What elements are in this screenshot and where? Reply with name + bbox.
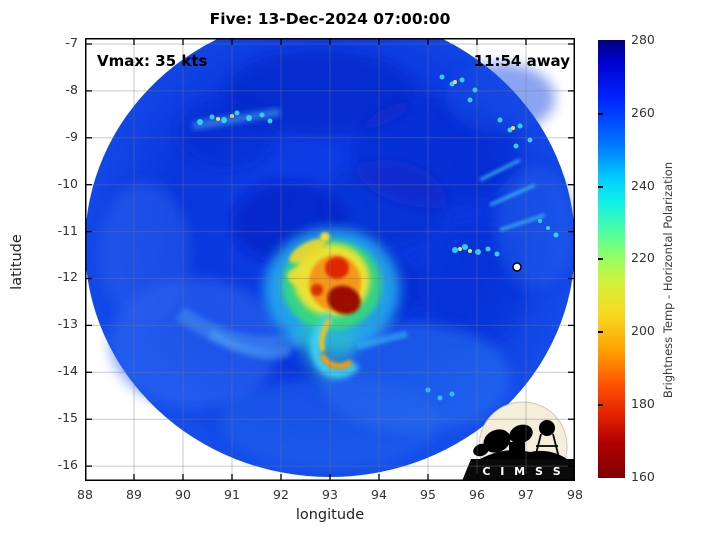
x-tick-98: 98	[567, 487, 583, 502]
colorbar-tick-mark	[598, 113, 603, 115]
cbar-tick-280: 280	[631, 32, 655, 47]
y-tick--15: -15	[57, 410, 78, 425]
y-tick--13: -13	[57, 316, 78, 331]
cimss-logo: C I M S S	[462, 401, 575, 481]
page-title: Five: 13-Dec-2024 07:00:00	[209, 10, 451, 28]
y-tick--16: -16	[57, 457, 78, 472]
speckle-cluster-east	[452, 244, 500, 257]
x-tick-90: 90	[175, 487, 191, 502]
cbar-tick-240: 240	[631, 178, 655, 193]
x-tick-88: 88	[77, 487, 93, 502]
speckles-northeast	[439, 74, 533, 149]
y-tick--14: -14	[57, 363, 78, 378]
y-tick--11: -11	[57, 223, 78, 238]
southwest-rain-band	[175, 306, 303, 360]
x-tick-93: 93	[322, 487, 338, 502]
plot-area: C I M S S	[85, 38, 575, 481]
cimss-banner	[462, 459, 575, 481]
colorbar-tick-mark	[598, 258, 603, 260]
cbar-tick-220: 220	[631, 250, 655, 265]
colorbar-axis-label: Brightness Temp - Horizontal Polarizatio…	[661, 161, 675, 399]
speckle-band-north	[192, 108, 281, 130]
y-tick--7: -7	[65, 35, 78, 50]
pass-timing-annotation: 11:54 away	[473, 52, 570, 70]
x-tick-91: 91	[224, 487, 240, 502]
cbar-tick-180: 180	[631, 396, 655, 411]
water-tower-ball	[539, 420, 555, 436]
y-tick--9: -9	[65, 129, 78, 144]
x-tick-96: 96	[469, 487, 485, 502]
axes-box	[85, 38, 575, 481]
satellite-swath-image: C I M S S	[85, 38, 575, 481]
colorbar-tick-mark	[598, 404, 603, 406]
y-axis-label: latitude	[9, 234, 25, 290]
colorbar-tick-mark	[598, 331, 603, 333]
cbar-tick-260: 260	[631, 105, 655, 120]
white-marker	[512, 262, 522, 272]
x-tick-89: 89	[126, 487, 142, 502]
y-tick--8: -8	[65, 82, 78, 97]
cbar-tick-200: 200	[631, 323, 655, 338]
x-tick-97: 97	[518, 487, 534, 502]
core-convection	[264, 228, 400, 380]
x-tick-92: 92	[273, 487, 289, 502]
x-tick-94: 94	[371, 487, 387, 502]
x-tick-95: 95	[420, 487, 436, 502]
tail-band	[310, 312, 408, 379]
cbar-tick-160: 160	[631, 469, 655, 484]
streaks-east	[479, 158, 559, 238]
colorbar-tick-mark	[598, 186, 603, 188]
x-axis-label: longitude	[295, 507, 365, 523]
light-cloud-patches	[100, 63, 575, 468]
cimss-logo-text: C I M S S	[482, 465, 563, 478]
water-tower-icon	[533, 433, 561, 463]
vmax-annotation: Vmax: 35 kts	[97, 52, 208, 70]
y-tick--10: -10	[57, 176, 78, 191]
y-tick--12: -12	[57, 269, 78, 284]
